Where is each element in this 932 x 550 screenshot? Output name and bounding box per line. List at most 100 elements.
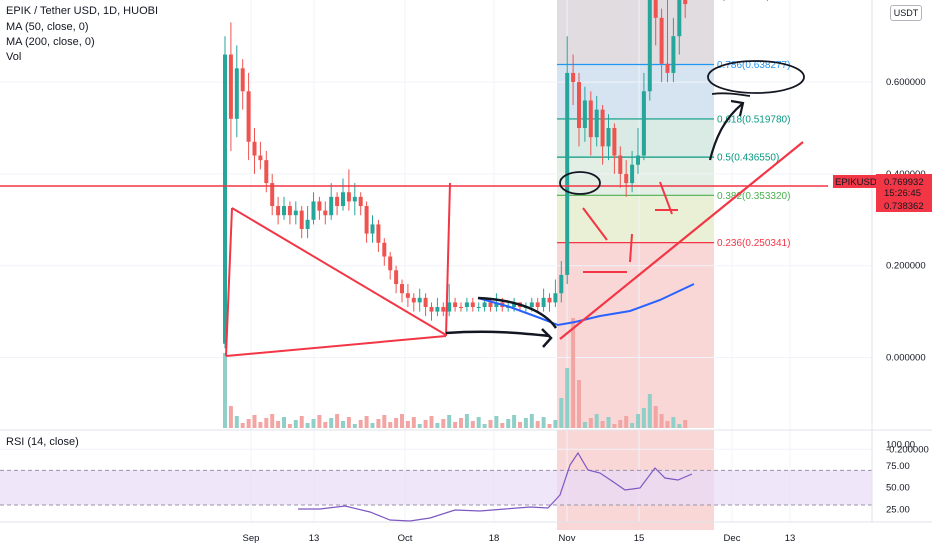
ma-line	[477, 283, 695, 327]
volume-bar	[618, 420, 623, 428]
volume-bar	[329, 418, 334, 428]
volume-bar	[388, 422, 393, 428]
flag-3	[629, 233, 633, 263]
fib-extension[interactable]: 1.618(1.225119)1(0.789219)0.786(0.638277…	[557, 0, 790, 249]
volume-bar	[287, 424, 292, 428]
volume-bar	[246, 419, 251, 428]
volume-bar	[405, 421, 410, 428]
volume-bar	[228, 406, 233, 428]
x-tick-label: 18	[489, 533, 500, 544]
candle-body	[258, 155, 263, 161]
volume-bar	[594, 414, 599, 428]
symbol-title: EPIK / Tether USD, 1D, HUOBI	[6, 5, 159, 17]
indicator-vol[interactable]: Vol	[6, 51, 22, 63]
volume-bar	[293, 420, 298, 428]
volume-bar	[223, 353, 227, 428]
rsi-tick-label: 25.00	[886, 504, 910, 515]
candle-body	[370, 224, 375, 234]
volume-bar	[636, 414, 640, 428]
candle-body	[553, 293, 558, 303]
volume-bar	[252, 415, 257, 428]
arrow-bottom-head	[541, 328, 553, 348]
candle-body	[659, 17, 664, 64]
x-tick-label: 13	[309, 533, 320, 544]
candle-body	[388, 256, 393, 271]
volume-bar	[624, 416, 629, 428]
candle-body	[223, 54, 227, 344]
x-tick-label: Nov	[559, 533, 576, 544]
candle-body	[476, 307, 481, 309]
candle-body	[624, 173, 629, 184]
volume-bar	[411, 417, 416, 428]
volume-bar	[523, 418, 528, 428]
volume-bar	[606, 417, 611, 428]
price-box-text: 15:26:45	[884, 188, 921, 199]
candle-body	[665, 63, 670, 73]
fib-label-1: 1(0.789219)	[716, 0, 770, 2]
candle-body	[282, 206, 286, 216]
candle-body	[299, 210, 304, 229]
indicator-ma200[interactable]: MA (200, close, 0)	[6, 36, 95, 48]
x-tick-label: Sep	[243, 533, 260, 544]
arrow-underline	[711, 92, 751, 97]
candle-body	[234, 68, 239, 119]
volume-bar	[464, 414, 469, 428]
volume-bar	[506, 419, 511, 428]
volume-bar	[234, 416, 239, 428]
volume-bar	[529, 414, 534, 428]
volume-bar	[323, 422, 328, 428]
volume-bar	[335, 414, 340, 428]
rsi-line	[298, 451, 693, 522]
candle-body	[429, 307, 434, 312]
candlesticks	[223, 0, 688, 349]
rsi-tick-label: 100.00	[886, 439, 915, 450]
candle-body	[311, 201, 316, 220]
arrow-up-head	[730, 99, 745, 117]
arrow-curve	[477, 296, 558, 329]
volume-bar	[341, 421, 345, 428]
candle-body	[600, 109, 605, 147]
candle-body	[270, 183, 275, 207]
volume-bar	[582, 422, 587, 428]
volume-bar	[535, 421, 540, 428]
volume-bar	[394, 418, 399, 428]
annotation-drawings[interactable]	[0, 60, 828, 357]
candle-body	[405, 293, 410, 298]
candle-body	[683, 0, 688, 5]
volume-bar	[577, 380, 581, 428]
candle-body	[547, 297, 552, 303]
volume-bar	[447, 415, 452, 428]
candle-body	[352, 196, 357, 202]
indicator-ma50[interactable]: MA (50, close, 0)	[6, 21, 89, 33]
fib-zones	[557, 0, 714, 530]
candle-body	[240, 68, 245, 92]
candle-body	[287, 206, 292, 216]
volume-bar	[264, 418, 269, 428]
volume-bar	[382, 415, 387, 428]
volume-bar	[518, 422, 522, 428]
volume-bar	[459, 418, 463, 428]
candle-body	[671, 36, 676, 73]
volume-bar	[453, 422, 458, 428]
volume-bar	[276, 421, 281, 428]
symbol-tag	[833, 175, 876, 188]
candle-body	[382, 242, 387, 257]
volume-bar	[559, 398, 564, 428]
volume-bar	[358, 420, 363, 428]
target-pole	[445, 182, 451, 337]
candle-body	[441, 307, 446, 312]
candle-body	[618, 155, 623, 174]
candle-body	[376, 224, 381, 243]
candle-body	[346, 192, 351, 202]
rsi-pane	[0, 429, 932, 522]
rsi-title[interactable]: RSI (14, close)	[6, 436, 79, 448]
volume-bar	[435, 423, 440, 428]
volume-bar	[683, 420, 688, 428]
currency-button[interactable]: USDT	[890, 5, 922, 21]
volume-bar	[547, 424, 552, 428]
triangle-side	[225, 207, 233, 357]
candle-body	[252, 141, 257, 156]
circle-target	[707, 60, 805, 94]
